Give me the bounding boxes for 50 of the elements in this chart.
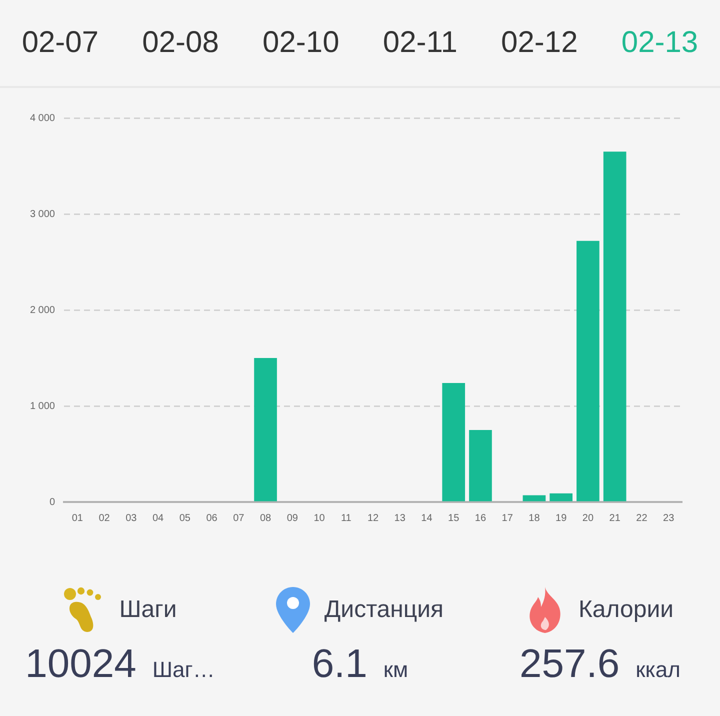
x-tick-label: 17 [502, 512, 514, 524]
text: Дистанция [324, 596, 444, 624]
text: км [383, 657, 408, 683]
y-tick-label: 1 000 [30, 400, 56, 412]
text: Шаг… [152, 657, 215, 683]
bar [442, 382, 466, 502]
x-tick-label: 23 [663, 512, 675, 524]
text: 02-07 [22, 26, 99, 60]
text: 02-13 [621, 26, 698, 60]
text: 02-11 [382, 26, 458, 60]
y-tick-label: 2 000 [30, 304, 56, 316]
x-tick-label: 02 [98, 512, 110, 524]
x-tick-label: 19 [556, 512, 568, 524]
x-tick-label: 03 [126, 512, 138, 524]
x-tick-label: 12 [367, 512, 379, 524]
x-tick-label: 01 [72, 512, 84, 524]
x-tick-label: 05 [179, 512, 191, 524]
x-tick-label: 07 [233, 512, 245, 524]
bar [469, 430, 492, 502]
text: 02-10 [262, 26, 340, 60]
x-tick-label: 21 [609, 512, 621, 524]
x-tick-label: 09 [286, 512, 298, 524]
bar [522, 495, 546, 502]
text: 02-12 [501, 26, 578, 60]
x-tick-label: 06 [206, 512, 218, 524]
text: 257.6 [520, 642, 620, 687]
x-tick-label: 18 [528, 512, 540, 524]
text: 10024 [25, 642, 136, 687]
x-tick-label: 13 [394, 512, 406, 524]
x-tick-label: 10 [314, 512, 326, 524]
text: 02-08 [142, 26, 219, 60]
bar [254, 358, 277, 502]
text: ккал [636, 657, 680, 683]
text: Шаги [119, 596, 177, 624]
x-tick-label: 15 [448, 512, 460, 524]
text: Калории [578, 596, 674, 624]
x-tick-label: 08 [260, 512, 272, 524]
x-tick-label: 22 [636, 512, 648, 524]
y-tick-label: 4 000 [30, 112, 56, 124]
bar [603, 152, 626, 502]
x-tick-label: 16 [474, 512, 486, 524]
x-tick-label: 14 [421, 512, 433, 524]
y-tick-label: 0 [49, 496, 56, 508]
x-tick-label: 20 [582, 512, 594, 524]
x-tick-label: 04 [152, 512, 164, 524]
x-tick-label: 11 [340, 512, 352, 524]
bar [550, 493, 573, 502]
y-tick-label: 3 000 [30, 208, 56, 220]
text: 6.1 [312, 642, 368, 687]
bar [576, 240, 600, 502]
